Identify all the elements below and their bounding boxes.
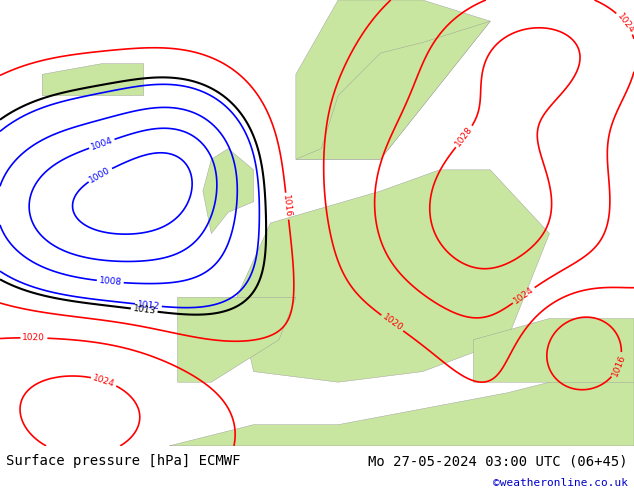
Polygon shape — [178, 297, 296, 382]
Text: ©weatheronline.co.uk: ©weatheronline.co.uk — [493, 478, 628, 489]
Polygon shape — [296, 0, 490, 159]
Text: 1016: 1016 — [610, 353, 627, 378]
Text: 1000: 1000 — [88, 165, 112, 184]
Text: Surface pressure [hPa] ECMWF: Surface pressure [hPa] ECMWF — [6, 454, 241, 468]
Text: 1020: 1020 — [380, 313, 404, 333]
Text: 1024: 1024 — [512, 285, 536, 306]
Text: 1024: 1024 — [92, 373, 116, 389]
Text: 1004: 1004 — [89, 136, 114, 152]
Text: 1013: 1013 — [133, 304, 156, 316]
Text: 1024: 1024 — [615, 11, 634, 35]
Text: Mo 27-05-2024 03:00 UTC (06+45): Mo 27-05-2024 03:00 UTC (06+45) — [368, 454, 628, 468]
Text: 1008: 1008 — [98, 276, 122, 287]
Polygon shape — [203, 148, 254, 234]
Polygon shape — [169, 361, 634, 446]
Polygon shape — [236, 170, 550, 382]
Polygon shape — [474, 318, 634, 382]
Polygon shape — [42, 64, 144, 96]
Polygon shape — [296, 21, 490, 159]
Text: 1028: 1028 — [454, 125, 475, 148]
Text: 1016: 1016 — [281, 194, 293, 218]
Text: 1012: 1012 — [136, 299, 160, 311]
Text: 1020: 1020 — [22, 333, 46, 343]
